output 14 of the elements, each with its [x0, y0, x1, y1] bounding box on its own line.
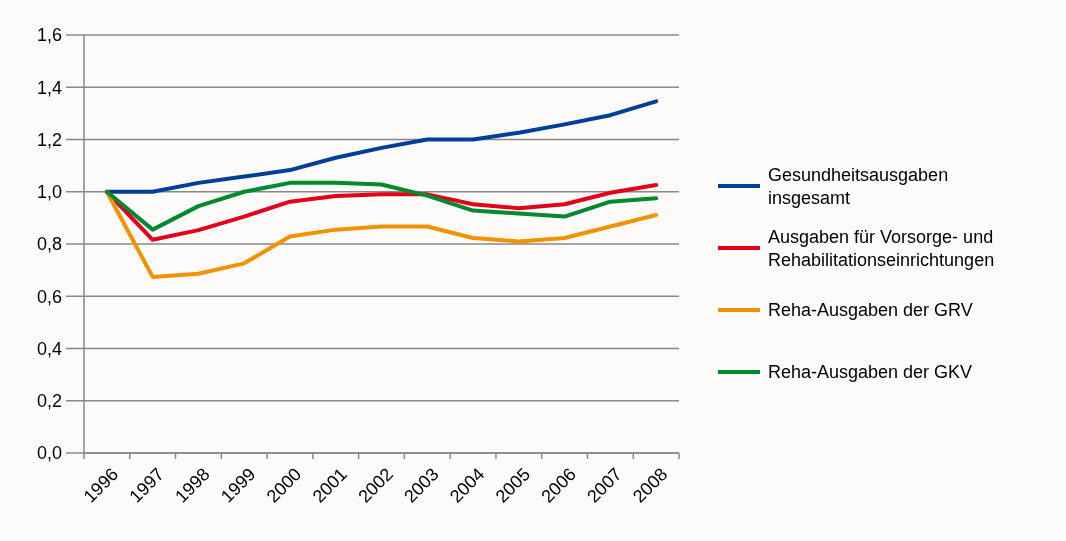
line-series [104, 180, 659, 232]
y-tick-label: 1,0 [36, 182, 62, 203]
y-tick-label: 0,2 [36, 391, 62, 412]
y-tick-label: 0,6 [36, 286, 62, 307]
legend-label: Gesundheitsausgaben insgesamt [768, 164, 949, 208]
y-tick-label: 0,8 [36, 234, 62, 255]
y-tick-label: 0,4 [36, 338, 62, 359]
y-tick-label: 1,2 [36, 129, 62, 150]
legend-label: Reha-Ausgaben der GKV [768, 362, 973, 383]
y-tick-label: 0,0 [36, 443, 62, 464]
legend-label: Ausgaben für Vorsorge- und Rehabilitationseinrichtungen [768, 226, 995, 270]
y-tick-label: 1,4 [36, 77, 62, 98]
y-tick-label: 1,6 [36, 25, 62, 46]
legend-label: Reha-Ausgaben der GRV [768, 300, 973, 321]
